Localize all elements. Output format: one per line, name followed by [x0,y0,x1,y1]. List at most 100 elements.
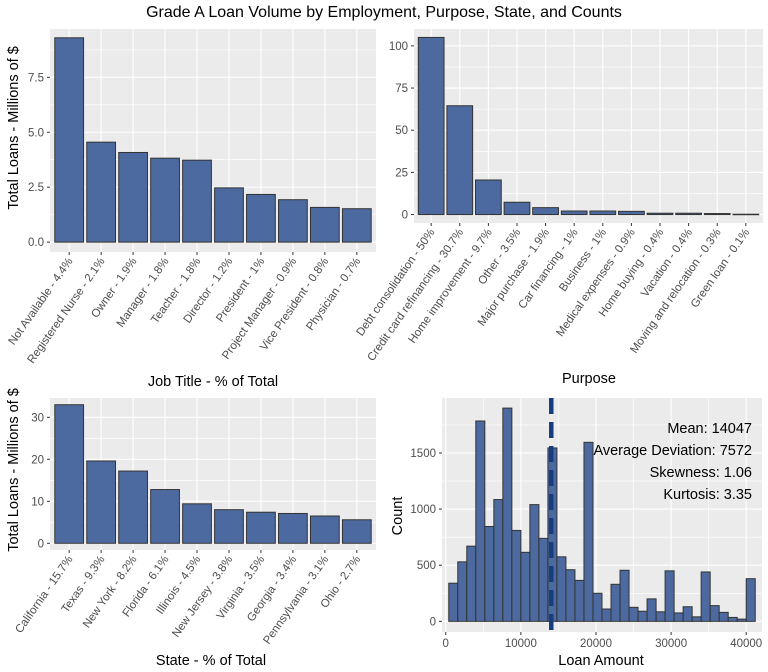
chart4-hist-bar [520,551,531,622]
chart4-xtick-label: 40000 [730,638,762,650]
chart4-hist-bar [511,529,522,622]
chart2-ytick-label: 75 [395,83,408,95]
chart1-bar [54,37,85,243]
stat-kurtosis: Kurtosis: 3.35 [663,487,752,503]
chart2-xlabel: Purpose [562,371,616,387]
chart1-bar [214,187,244,243]
chart4-hist-bar [619,569,630,622]
chart4-hist-bar [502,407,513,622]
chart4-hist-bar [682,606,693,622]
chart1-xlabel: Job Title - % of Total [148,374,278,390]
chart1-bar [118,151,148,243]
chart4-hist-bar [601,608,612,622]
chart4-hist-bar [727,616,738,622]
chart4-hist-bar [592,592,603,622]
chart2-bar [417,36,445,216]
chart4-hist-bar [745,578,756,622]
stat-average-deviation: Average Deviation: 7572 [593,443,752,459]
chart4-hist-bar [457,561,468,622]
chart2-ytick-label: 50 [395,125,408,137]
chart2-bar [475,179,502,216]
chart1-bar [309,206,340,243]
chart3-xlabel: State - % of Total [156,653,266,669]
chart3-bar [150,489,180,544]
chart2-bar [732,213,760,216]
chart3-ytick-label: 20 [31,454,44,466]
chart2-bar [618,210,645,216]
chart4-hist-bar [709,605,720,622]
chart2-bar [589,210,617,216]
chart3-bar [246,511,276,544]
chart4-hist-bar [664,570,675,622]
chart3-bar [309,515,340,544]
chart2-ytick-label: 25 [395,167,408,179]
chart1-bar [278,199,308,243]
chart3-bar [278,512,308,544]
chart1-bar [182,159,212,243]
chart2-bar [446,105,474,216]
chart4-hist-bar [583,441,594,622]
chart4-hist-bar [700,571,711,622]
chart4-hist-bar [538,537,549,622]
chart4-xtick-label: 20000 [580,638,612,650]
chart4-hist-bar [466,545,477,622]
chart3-ytick-label: 30 [31,412,44,424]
chart1-bar [150,157,180,243]
chart4-ytick-label: 1500 [410,448,436,460]
chart4-hist-bar [610,583,621,622]
chart3-ytick-label: 10 [31,496,44,508]
chart3-bar [182,503,212,544]
chart4-hist-bar [529,504,540,622]
chart4-hist-bar [718,611,729,622]
chart3-xtick-label: California - 15.7% [13,554,75,636]
chart2-xtick-label: Vacation - 0.4% [639,227,695,300]
chart4-xtick-label: 10000 [505,638,537,650]
chart4-hist-bar [655,611,666,622]
chart4-hist-bar [556,556,567,622]
figure-title: Grade A Loan Volume by Employment, Purpo… [146,4,622,21]
chart3-ytick-label: 0 [38,538,44,550]
chart4-hist-bar [493,499,504,622]
chart2-bar [532,207,559,216]
chart2-bar [646,212,674,216]
chart4-hist-bar [574,579,585,622]
chart1-bar [341,208,372,243]
chart4-hist-bar [646,598,657,622]
chart4-ytick-label: 1000 [410,504,436,516]
chart4-plot: 0 10000 20000 30000 40000 0 500 1000 1500 [410,398,762,650]
chart2-ytick-label: 100 [389,41,408,53]
chart4-xlabel: Loan Amount [558,653,643,669]
chart1-ytick-label: 2.5 [28,182,44,194]
chart3-bar [118,470,148,544]
chart3-bar [54,404,85,544]
chart1-bar [86,141,117,243]
chart3-bar [86,460,117,544]
chart3-xtick-label: New Jersey - 3.8% [170,554,235,640]
chart1-ytick-label: 5.0 [28,127,44,139]
chart2-bar [503,201,531,216]
chart4-xtick-label: 0 [443,638,449,650]
chart1-ytick-label: 0.0 [28,237,44,249]
chart4-ylabel: Count [390,497,406,536]
chart1-bar [246,193,276,243]
chart4-hist-bar [736,618,747,622]
stat-mean: Mean: 14047 [667,421,752,437]
chart4-hist-bar [673,612,684,622]
chart3-bar [214,509,244,544]
chart2-ytick-label: 0 [402,210,408,222]
stat-skewness: Skewness: 1.06 [650,465,752,481]
chart4-ytick-label: 500 [417,560,436,572]
chart1-ytick-label: 7.5 [28,72,44,84]
chart2-bar [675,212,702,216]
chart4-hist-bar [448,582,459,622]
chart4-ytick-label: 0 [430,616,436,628]
chart4-hist-bar [565,569,576,622]
chart4-hist-bar [691,616,702,622]
